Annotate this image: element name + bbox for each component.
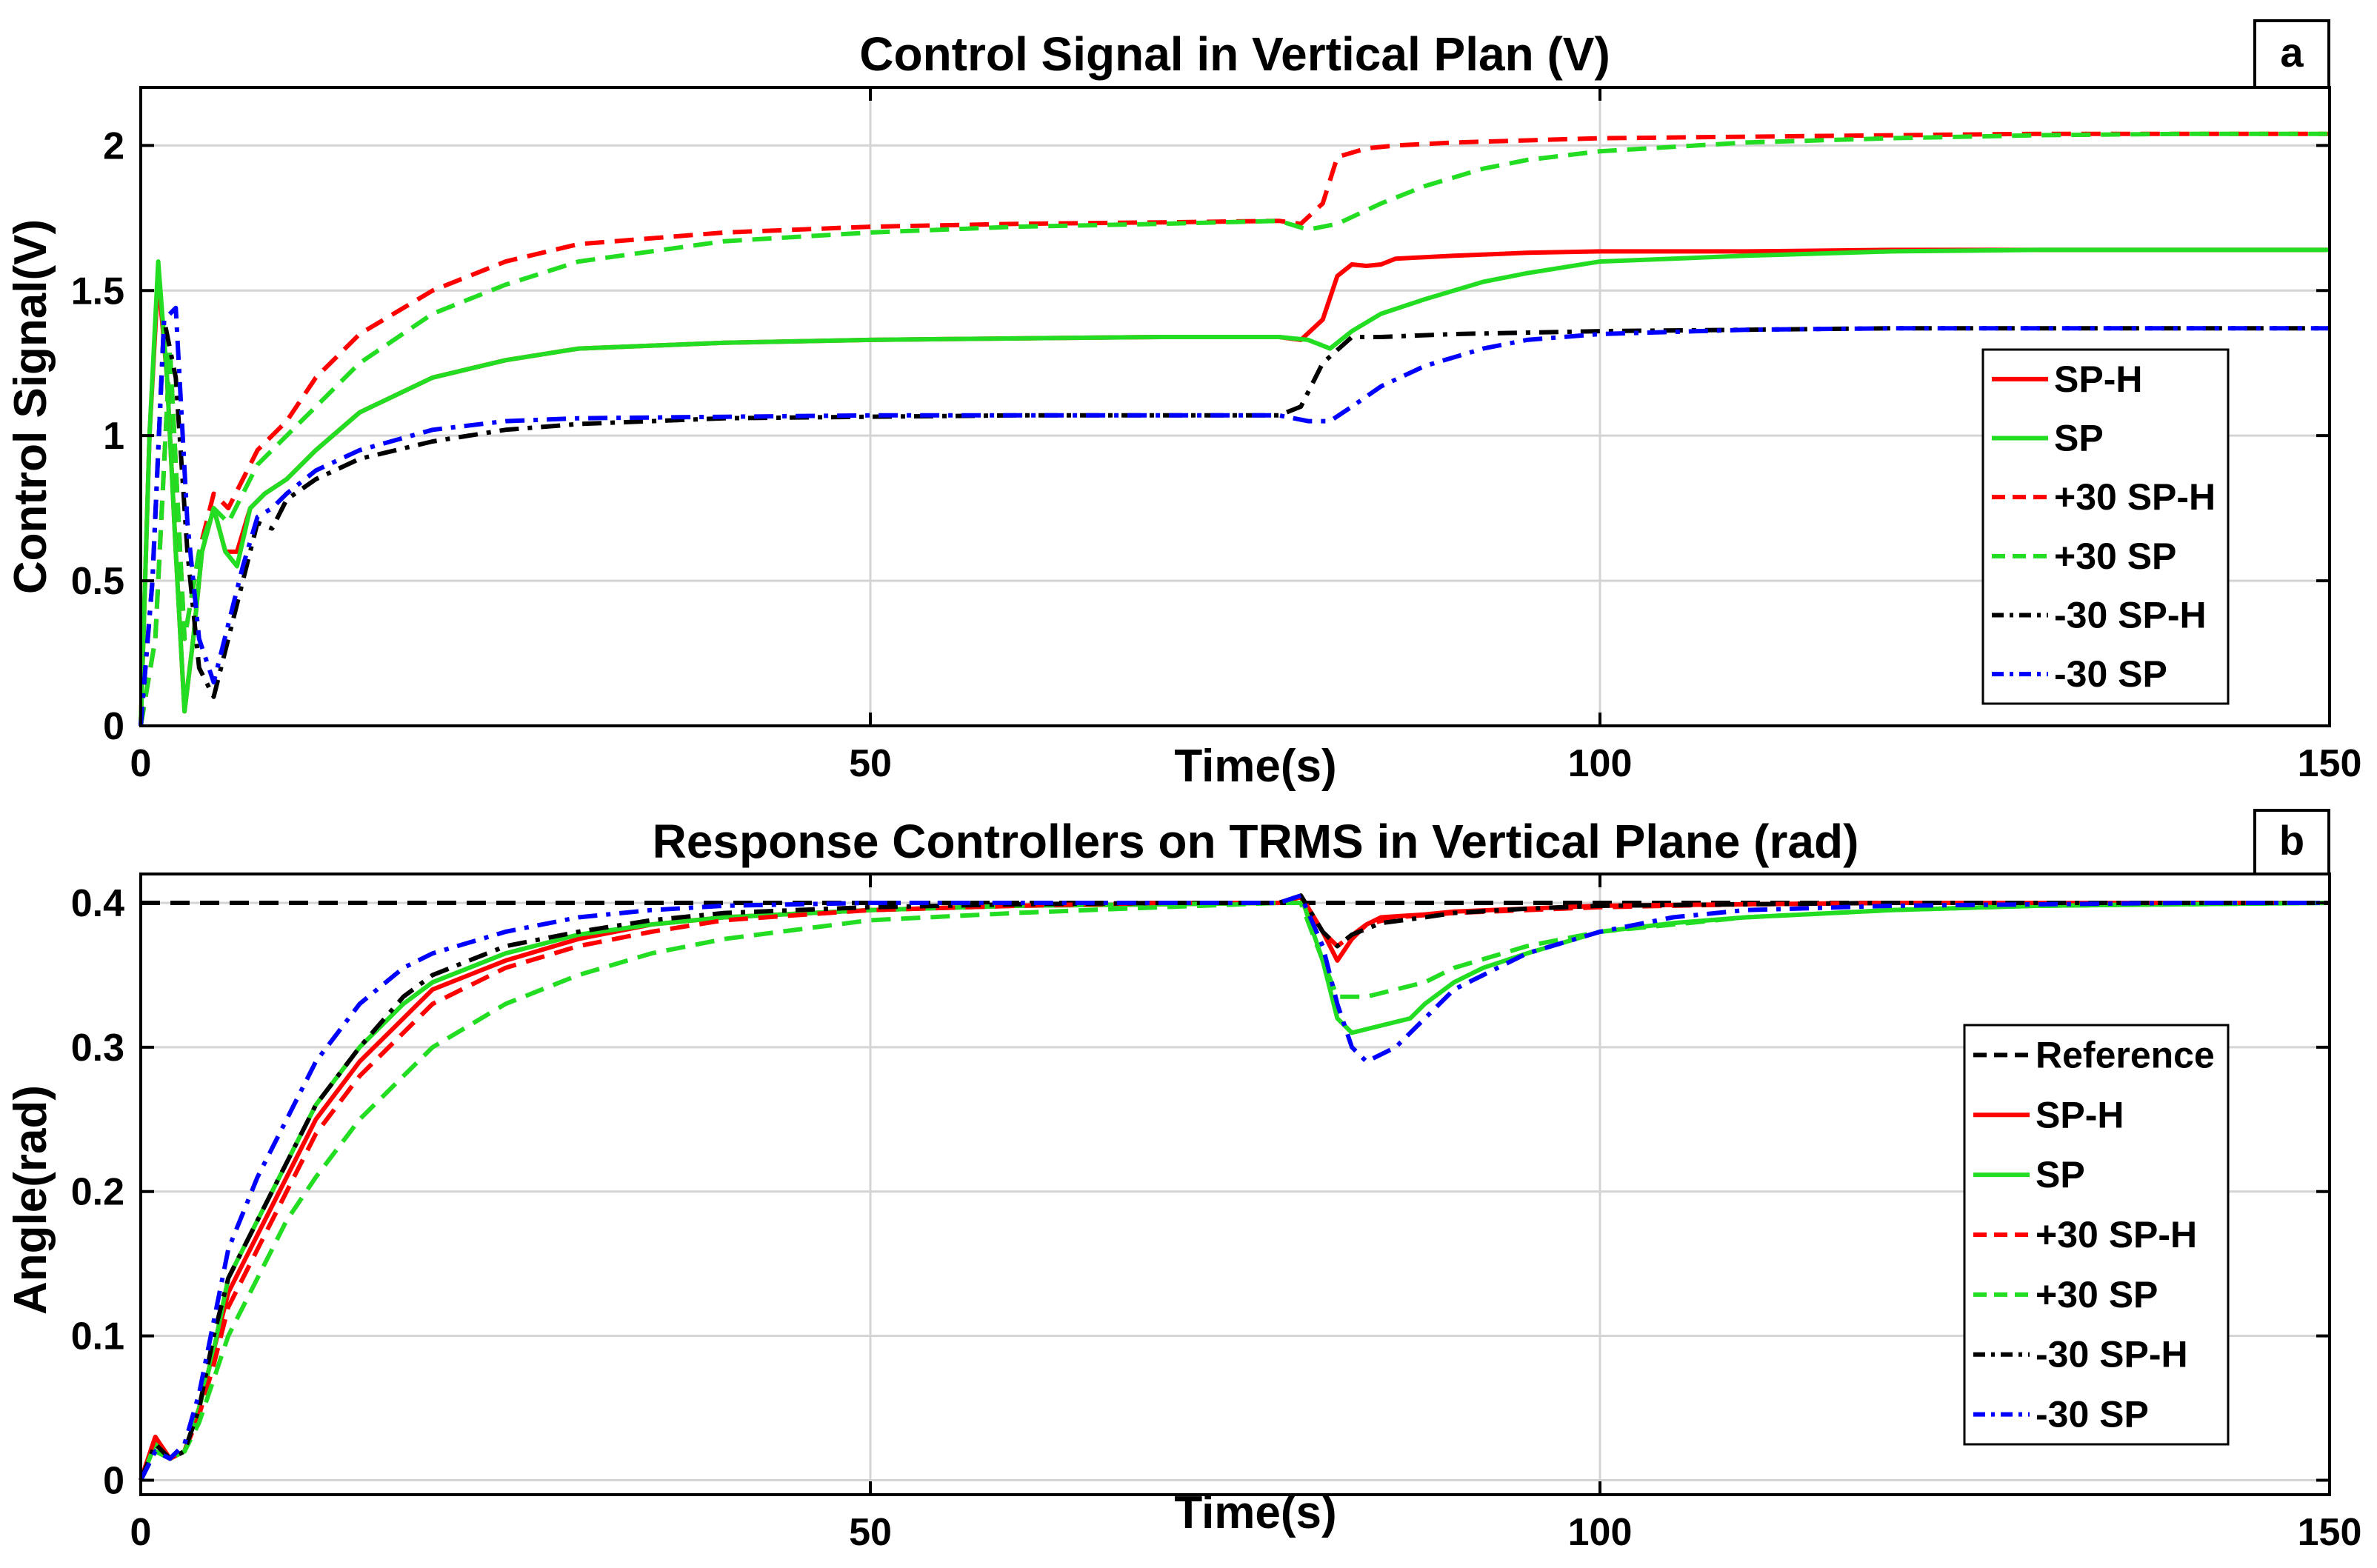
panel-b-legend-label-5: -30 SP-H — [2036, 1334, 2188, 1375]
panel-a-grid — [141, 87, 2330, 726]
panel-a-legend-label-4: -30 SP-H — [2054, 595, 2207, 636]
panel-a-ylabel: Control Signal(V) — [5, 219, 56, 594]
panel-a-series-30-sp — [139, 305, 2330, 727]
panel-a-corner-label-box: a — [2253, 19, 2330, 89]
panel-b-corner-label: b — [2279, 817, 2304, 864]
panel-a-series-30-sp-h — [139, 317, 2330, 727]
panel-b-response-chart: 0 50 100 150 0 0.1 0.2 0.3 0.4 Response Controll… — [5, 809, 2362, 1554]
panel-b-ytick-label-2: 0.2 — [71, 1171, 124, 1214]
panel-b-series-30-sp — [139, 893, 2330, 1481]
panel-a-ytick-label-3: 1.5 — [71, 270, 124, 313]
panel-a-legend: SP-H SP +30 SP-H +30 SP -30 SP-H -30 SP — [1981, 348, 2230, 705]
panel-b-xtick-label-1: 50 — [849, 1511, 892, 1554]
panel-b-legend-label-6: -30 SP — [2036, 1394, 2149, 1435]
panel-b-legend-label-4: +30 SP — [2036, 1274, 2158, 1315]
panel-b-xtick-label-3: 150 — [2298, 1511, 2362, 1554]
panel-a-legend-label-5: -30 SP — [2054, 653, 2167, 695]
panel-a-legend-label-2: +30 SP-H — [2054, 476, 2216, 518]
panel-b-legend-label-3: +30 SP-H — [2036, 1214, 2197, 1255]
panel-a-legend-label-3: +30 SP — [2054, 536, 2176, 577]
panel-b-ylabel: Angle(rad) — [5, 1085, 56, 1315]
panel-b-series-30-sp — [139, 901, 2330, 1481]
panel-b-series — [139, 893, 2330, 1481]
panel-b-legend-label-1: SP-H — [2036, 1094, 2124, 1135]
panel-a-axes — [139, 86, 2331, 727]
panel-b-legend: Reference SP-H SP +30 SP-H +30 SP -30 SP-H -30… — [1963, 1024, 2230, 1446]
panel-a-background — [141, 87, 2330, 726]
panel-a-xtick-label-1: 50 — [849, 742, 892, 785]
panel-b-xtick-label-2: 100 — [1568, 1511, 1633, 1554]
panel-b-ticks: 0 50 100 150 0 0.1 0.2 0.3 0.4 — [71, 874, 2362, 1554]
panel-a-xlabel: Time(s) — [1174, 741, 1336, 792]
panel-a-xtick-label-0: 0 — [130, 742, 152, 785]
panel-a-legend-label-0: SP-H — [2054, 358, 2142, 400]
panel-a-ytick-label-0: 0 — [103, 705, 124, 748]
panel-b-ytick-label-0: 0 — [103, 1460, 124, 1503]
panel-a-corner-label: a — [2280, 29, 2304, 76]
panel-a-title: Control Signal in Vertical Plan (V) — [859, 27, 1610, 81]
panel-b-ytick-label-4: 0.4 — [71, 882, 124, 925]
panel-a-series — [139, 131, 2330, 727]
panel-b-legend-label-2: SP — [2036, 1154, 2085, 1195]
panel-b-xtick-label-0: 0 — [130, 1511, 152, 1554]
panel-a-xtick-label-3: 150 — [2298, 742, 2362, 785]
panel-a-ytick-label-4: 2 — [103, 124, 124, 167]
panel-b-series-30-sp-h — [139, 893, 2330, 1481]
panel-a-ytick-label-2: 1 — [103, 415, 124, 458]
panel-a-control-signal-chart: 0 50 100 150 0 0.5 1 1.5 2 Control Signal in Ver… — [5, 19, 2362, 792]
panel-b-ytick-label-1: 0.1 — [71, 1315, 124, 1358]
panel-a-ytick-label-1: 0.5 — [71, 560, 124, 603]
panel-a-series-30-sp-h — [139, 131, 2330, 727]
panel-b-axes — [139, 873, 2331, 1496]
panel-a-series-30-sp — [139, 131, 2330, 727]
panel-b-legend-label-0: Reference — [2036, 1034, 2215, 1075]
panel-b-corner-label-box: b — [2253, 809, 2330, 875]
panel-b-legend-box — [1963, 1024, 2230, 1446]
panel-a-ticks: 0 50 100 150 0 0.5 1 1.5 2 — [71, 87, 2362, 785]
panel-a-legend-label-1: SP — [2054, 418, 2104, 459]
panel-a-series-sp — [139, 247, 2330, 727]
panel-a-legend-box — [1981, 348, 2230, 705]
panel-b-xlabel: Time(s) — [1174, 1487, 1336, 1538]
panel-a-xtick-label-2: 100 — [1568, 742, 1633, 785]
panel-b-title: Response Controllers on TRMS in Vertical… — [653, 815, 1859, 868]
panel-b-ytick-label-3: 0.3 — [71, 1027, 124, 1070]
